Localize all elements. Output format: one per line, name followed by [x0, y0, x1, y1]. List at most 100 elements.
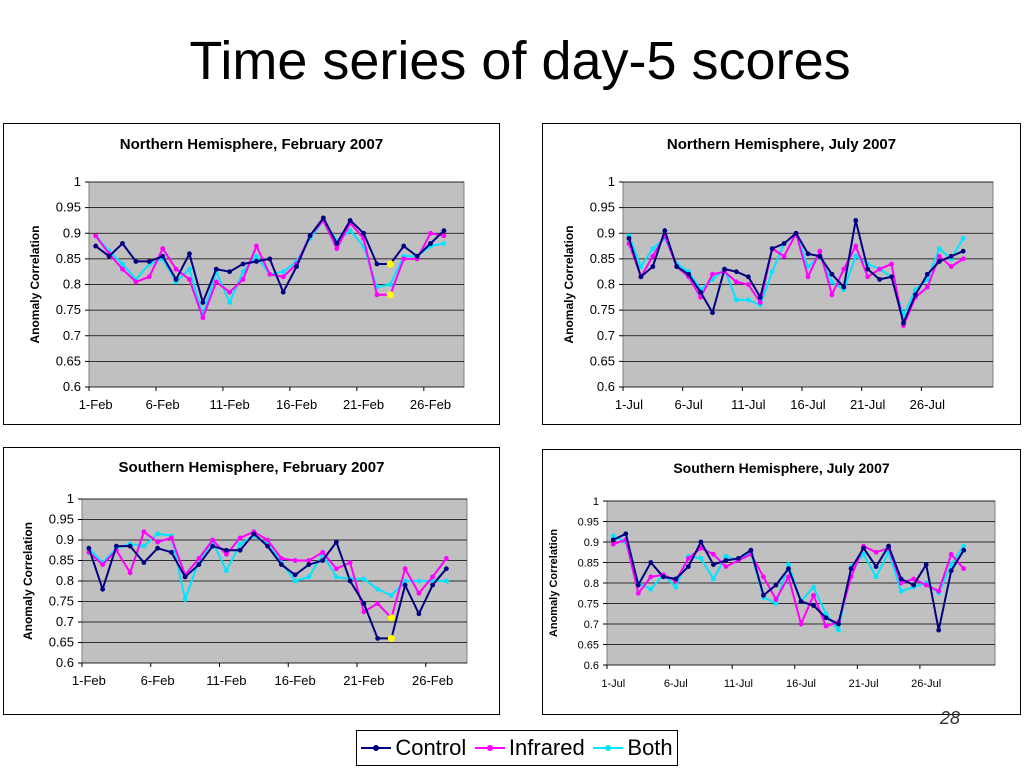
data-point-infrared: [155, 539, 161, 545]
data-point-infrared: [280, 274, 286, 280]
data-point-infrared: [196, 556, 202, 561]
y-tick-label: 0.8: [63, 277, 81, 292]
y-tick-label: 0.85: [590, 251, 615, 266]
data-point-control: [960, 248, 966, 254]
data-point-infrared: [610, 541, 616, 547]
data-point-both: [745, 297, 751, 303]
data-point-control: [173, 276, 179, 282]
data-point-control: [213, 266, 219, 272]
data-point-control: [200, 300, 206, 305]
x-tick-label: 26-Feb: [410, 397, 451, 412]
slide-title: Time series of day-5 scores: [189, 31, 851, 91]
y-tick-label: 0.6: [56, 655, 74, 670]
data-point-infrared: [320, 549, 326, 555]
data-point-infrared: [798, 621, 804, 627]
data-point-control: [936, 259, 942, 264]
legend-swatch-both: [593, 745, 624, 751]
data-point-infrared: [267, 271, 273, 277]
data-point-both: [805, 264, 811, 269]
data-point-infrared: [374, 292, 380, 298]
x-tick-label: 16-Feb: [276, 397, 317, 412]
data-point-both: [416, 578, 422, 584]
data-point-infrared: [924, 284, 930, 290]
data-point-control: [223, 547, 229, 553]
y-tick-label: 0.65: [578, 640, 599, 652]
data-point-control: [334, 241, 340, 246]
data-point-infrared: [829, 292, 835, 298]
data-point-infrared: [146, 274, 152, 280]
data-point-control: [361, 230, 366, 236]
data-point-control: [638, 274, 644, 280]
data-point-control: [361, 601, 367, 606]
data-point-both: [237, 541, 243, 547]
data-point-control: [745, 274, 751, 280]
x-tick-label: 6-Feb: [146, 397, 180, 412]
y-tick-label: 0.75: [578, 599, 599, 611]
data-point-both: [402, 578, 408, 584]
data-point-infrared: [936, 588, 942, 594]
data-point-control: [901, 320, 906, 326]
data-point-infrared: [227, 289, 233, 295]
data-point-infrared: [237, 535, 243, 541]
data-point-both: [773, 601, 779, 606]
data-point-infrared: [443, 556, 449, 561]
y-tick-label: 0.9: [597, 225, 615, 240]
data-point-control: [886, 543, 892, 549]
data-point-control: [961, 547, 967, 553]
data-point-infrared: [361, 609, 367, 615]
data-point-infrared: [805, 274, 811, 280]
data-point-infrared: [430, 574, 436, 580]
data-point-infrared: [961, 566, 967, 572]
data-point-control: [650, 264, 656, 269]
data-point-infrared: [757, 300, 763, 305]
data-point-control: [823, 615, 829, 621]
data-point-control: [187, 251, 192, 257]
y-tick-label: 1: [67, 491, 74, 506]
y-tick-label: 0.6: [63, 379, 81, 394]
data-point-both: [120, 261, 125, 267]
x-tick-label: 26-Jul: [910, 397, 946, 412]
chart-panel-nh-jul: Northern Hemisphere, July 2007 0.6 0.65 0.7…: [542, 123, 1021, 425]
data-point-both: [240, 269, 246, 275]
data-point-control: [306, 562, 312, 567]
data-point-control: [757, 294, 763, 300]
y-tick-label: 0.8: [56, 573, 74, 588]
data-point-infrared: [375, 601, 381, 606]
data-point-infrared: [948, 264, 954, 269]
data-point-infrared: [278, 556, 284, 561]
x-tick-label: 26-Feb: [412, 673, 453, 688]
y-tick-label: 0.85: [56, 251, 81, 266]
y-tick-label: 1: [608, 174, 615, 189]
data-point-infrared: [841, 266, 847, 272]
data-point-both: [786, 562, 791, 567]
x-tick-label: 26-Jul: [911, 678, 941, 690]
data-point-control: [280, 289, 286, 295]
y-tick-label: 0.9: [584, 537, 599, 549]
y-tick-label: 0.6: [597, 379, 615, 394]
y-tick-label: 0.95: [49, 512, 74, 527]
data-point-infrared: [133, 279, 139, 285]
data-point-control: [210, 543, 216, 549]
legend-item-both: Both: [593, 735, 673, 761]
x-tick-label: 21-Jul: [850, 397, 886, 412]
data-point-control: [428, 241, 433, 246]
y-tick-label: 0.65: [590, 353, 615, 368]
data-point-both: [375, 586, 381, 592]
data-point-infrared: [127, 570, 133, 576]
y-tick-label: 0.7: [597, 328, 615, 343]
data-point-infrared: [898, 580, 904, 586]
data-point-control: [333, 539, 339, 545]
data-point-both: [388, 592, 394, 598]
data-point-both: [306, 574, 312, 580]
data-point-control: [635, 582, 641, 588]
data-point-control: [685, 564, 691, 569]
data-point-infrared: [173, 266, 179, 272]
highlight-point: [386, 291, 394, 299]
y-tick-label: 0.6: [584, 660, 599, 672]
data-point-control: [168, 549, 174, 555]
data-point-infrared: [306, 558, 312, 563]
x-tick-label: 11-Feb: [210, 397, 250, 412]
data-point-both: [292, 578, 298, 584]
data-point-both: [960, 235, 966, 241]
data-point-both: [853, 253, 859, 259]
